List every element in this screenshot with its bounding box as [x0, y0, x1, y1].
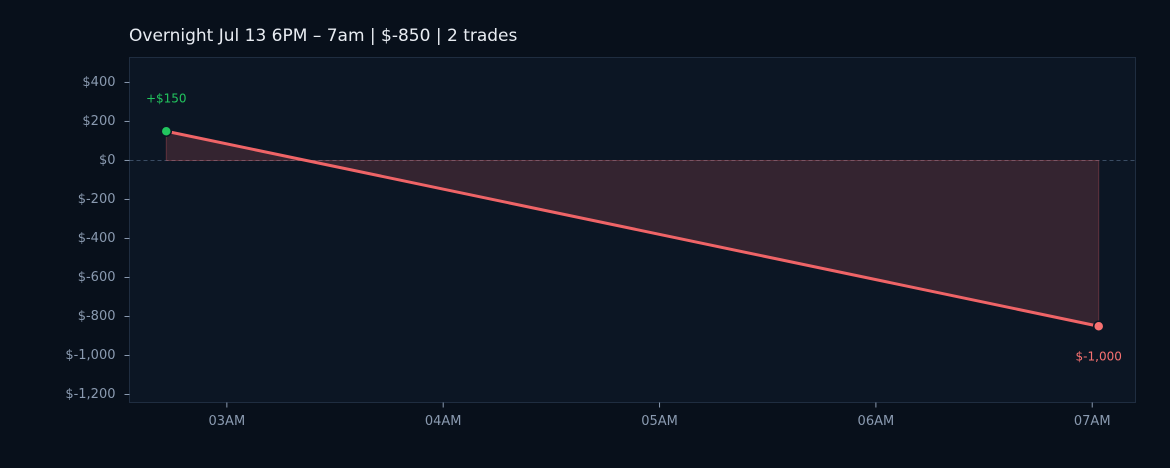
y-tick-label: $-1,200: [65, 387, 115, 402]
y-tick-label: $-600: [78, 270, 116, 285]
annotation: +$150: [146, 92, 187, 106]
line: [165, 129, 1100, 328]
y-tick-label: $-1,000: [65, 348, 115, 363]
point: [160, 125, 173, 137]
x-tick-label: 06AM: [858, 414, 895, 429]
y-tick-label: $200: [82, 114, 115, 129]
y-tick-label: $-800: [78, 309, 116, 324]
point: [1092, 320, 1105, 332]
annotation: $-1,000: [1076, 350, 1122, 364]
x-tick-label: 07AM: [1074, 414, 1111, 429]
y-tick-label: $-200: [78, 192, 116, 207]
x-tick-label: 05AM: [641, 414, 678, 429]
y-tick-label: $400: [82, 75, 115, 90]
chart-title: Overnight Jul 13 6PM – 7am | $-850 | 2 t…: [129, 26, 518, 46]
x-tick-label: 04AM: [425, 414, 462, 429]
y-tick-label: $-400: [78, 231, 116, 246]
y-tick-label: $0: [99, 153, 116, 168]
x-tick-label: 03AM: [209, 414, 246, 429]
